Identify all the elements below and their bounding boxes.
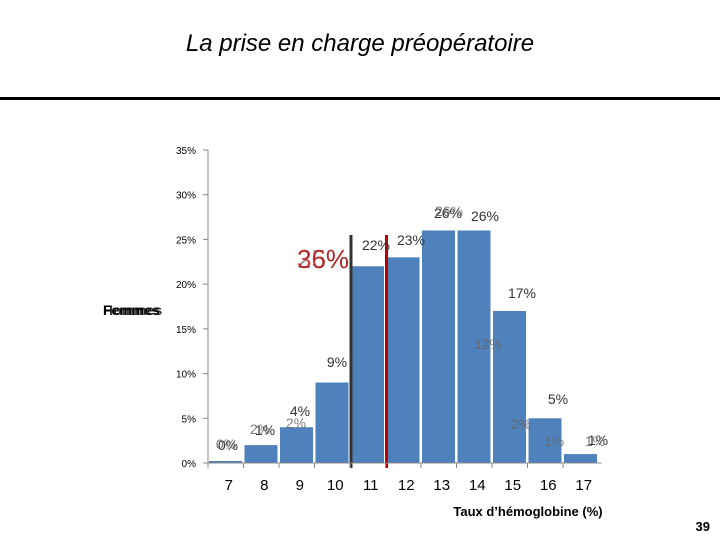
data-label-17: 1% <box>588 432 608 448</box>
data-label-overlay: 0% <box>216 436 236 452</box>
data-label-10: 9% <box>327 354 347 370</box>
y-tick-label: 10% <box>176 370 196 381</box>
y-tick-label: 20% <box>176 280 196 291</box>
slide-title: La prise en charge préopératoire <box>185 30 535 57</box>
data-label-overlay: 12% <box>474 336 502 352</box>
data-label-overlay: 2% <box>286 415 306 431</box>
big-annotation-gray: 25% <box>297 244 349 274</box>
data-label-overlay: 26% <box>435 203 463 219</box>
x-tick-label-15: 15 <box>504 477 521 494</box>
bar-9 <box>280 427 313 463</box>
y-tick-label: 35% <box>176 146 196 157</box>
bar-13 <box>422 230 455 463</box>
reference-lines <box>349 235 388 468</box>
x-tick-label-8: 8 <box>260 477 268 494</box>
bar-8 <box>244 445 278 463</box>
title-underline <box>0 97 720 100</box>
bar-16 <box>528 418 562 463</box>
y-axis: 0% 5% 10% 15% 20% 25% 30% 35% <box>176 146 209 470</box>
bar-17 <box>564 454 597 463</box>
y-tick-label: 5% <box>182 414 197 425</box>
data-label-overlay: 2% <box>511 416 531 432</box>
bar-12 <box>386 257 420 463</box>
y-tick-label: 0% <box>182 459 197 470</box>
data-label-14: 26% <box>471 208 499 224</box>
bar-15 <box>493 310 526 463</box>
y-tick-label: 15% <box>176 325 196 336</box>
data-label-7: 0% <box>218 437 238 453</box>
data-label-16: 5% <box>548 391 568 407</box>
y-tick-label: 30% <box>176 191 196 202</box>
x-tick-label-9: 9 <box>296 477 304 494</box>
data-label-overlay: 1% <box>585 433 605 449</box>
series-label-femmes: Femmes <box>103 302 160 318</box>
slide-number: 39 <box>695 519 710 534</box>
x-tick-label-7: 7 <box>225 477 233 494</box>
data-labels: 0%1%4%9%22% 23%26% 26%17%5%1%0%2% 2%26%12%2… <box>216 203 608 453</box>
x-axis-title: Taux d’hémoglobine (%) <box>453 504 602 519</box>
x-axis: 7 8 9 10 11 12 13 14 15 16 17 <box>207 462 602 494</box>
bar-11 <box>351 266 384 463</box>
x-tick-label-11: 11 <box>363 477 379 494</box>
data-label-overlay: 1% <box>544 433 564 449</box>
bars <box>209 230 597 463</box>
data-label-11: 22% <box>362 237 390 253</box>
bar-7 <box>209 461 242 463</box>
big-annotation-red: 36% <box>297 244 349 274</box>
x-tick-label-14: 14 <box>469 477 486 494</box>
series-label-hommes: Hommes <box>103 302 162 318</box>
x-tick-label-10: 10 <box>327 477 344 494</box>
bar-14 <box>457 230 491 463</box>
data-label-15: 17% <box>508 285 536 301</box>
data-label-overlay: 2% <box>250 421 270 437</box>
x-tick-label-13: 13 <box>433 477 450 494</box>
data-label-13: 26% <box>434 205 462 221</box>
bar-10 <box>315 382 349 463</box>
x-tick-label-12: 12 <box>398 477 415 494</box>
x-tick-label-17: 17 <box>575 477 592 494</box>
data-label-12: 23% <box>397 232 425 248</box>
data-label-9: 4% <box>290 403 310 419</box>
y-tick-label: 25% <box>176 235 196 246</box>
data-label-8: 1% <box>255 422 275 438</box>
x-tick-label-16: 16 <box>540 477 557 494</box>
